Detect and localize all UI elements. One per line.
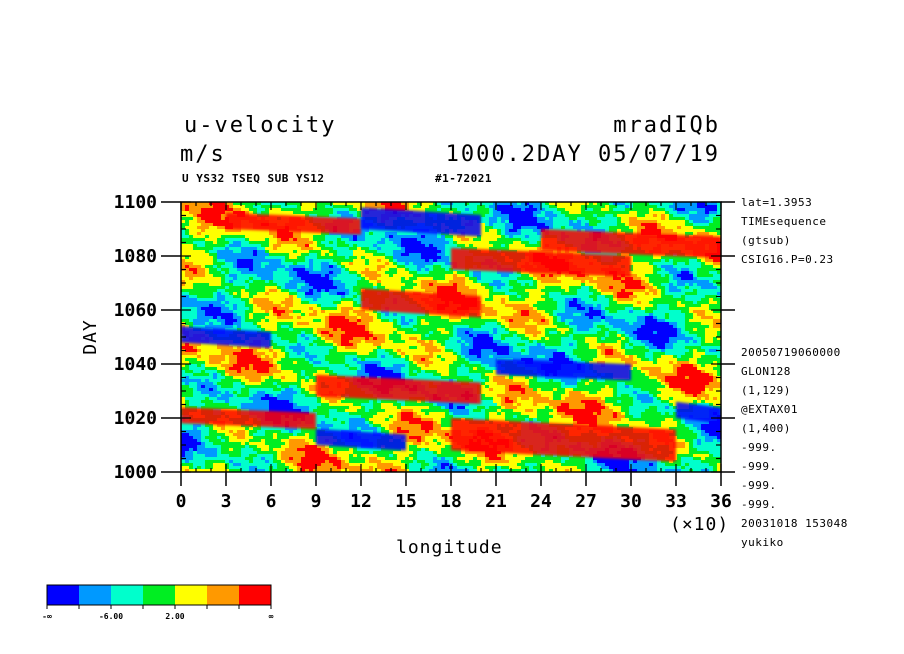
- y-axis-label: DAY: [80, 319, 101, 355]
- annotation-line: lat=1.3953: [741, 196, 812, 209]
- y-axis: 1000 1020 1040 1060 1080 1100: [114, 192, 735, 483]
- x-axis: 0 3 6 9 12 15 18 21 24 27 30 33 36: [176, 202, 732, 512]
- x-multiplier-label: (×10): [670, 514, 729, 535]
- x-tick-label: 24: [530, 491, 552, 512]
- x-axis-label: longitude: [396, 537, 503, 558]
- annotation-bottom: 20050719060000 GLON128 (1,129) @EXTAX01 (1,4…: [741, 346, 848, 549]
- x-tick-label: 27: [575, 491, 597, 512]
- feature-low-8: [496, 358, 631, 381]
- subtitle-right: #1-72021: [435, 172, 492, 185]
- colorbar-swatch: [207, 585, 239, 605]
- colorbar-label: -6.00: [99, 612, 123, 621]
- colorbar-label: -∞: [42, 612, 52, 621]
- feature-high-5: [181, 407, 316, 430]
- experiment-label: mradIQb: [613, 113, 720, 138]
- feature-high-3: [541, 229, 721, 259]
- colorbar: -∞ -6.00 2.00 ∞: [42, 584, 274, 621]
- colorbar-label: 2.00: [165, 612, 184, 621]
- annotation-line: (1,400): [741, 422, 791, 435]
- annotation-line: CSIG16.P=0.23: [741, 253, 834, 266]
- y-tick-label: 1080: [114, 246, 157, 267]
- annotation-line: GLON128: [741, 365, 791, 378]
- x-tick-label: 12: [350, 491, 372, 512]
- y-tick-label: 1020: [114, 408, 157, 429]
- feature-low-7: [361, 207, 481, 237]
- x-tick-label: 6: [266, 491, 277, 512]
- annotation-line: 20031018 153048: [741, 517, 848, 530]
- annotation-line: -999.: [741, 460, 777, 473]
- feature-low-10: [181, 326, 271, 349]
- colorbar-frame: [46, 584, 272, 606]
- x-tick-label: 0: [176, 491, 187, 512]
- y-tick-label: 1000: [114, 462, 157, 483]
- annotation-line: -999.: [741, 498, 777, 511]
- x-tick-label: 33: [665, 491, 687, 512]
- units-label: m/s: [180, 142, 226, 167]
- feature-high-4: [316, 374, 481, 404]
- x-tick-label: 21: [485, 491, 507, 512]
- annotation-line: @EXTAX01: [741, 403, 798, 416]
- colorbar-swatch: [143, 585, 175, 605]
- x-tick-label: 18: [440, 491, 462, 512]
- annotation-line: TIMEsequence: [741, 215, 826, 228]
- feature-high-6: [451, 418, 676, 462]
- time-label: 1000.2DAY 05/07/19: [446, 142, 720, 167]
- annotation-line: (gtsub): [741, 234, 791, 247]
- annotation-line: yukiko: [741, 536, 784, 549]
- annotation-line: -999.: [741, 441, 777, 454]
- heatmap-field: [181, 202, 721, 472]
- colorbar-swatch: [111, 585, 143, 605]
- colorbar-swatch: [47, 585, 79, 605]
- y-tick-label: 1060: [114, 300, 157, 321]
- x-tick-label: 30: [620, 491, 642, 512]
- colorbar-swatch: [175, 585, 207, 605]
- feature-low-9: [676, 401, 721, 424]
- feature-high-1: [361, 288, 481, 318]
- x-tick-label: 36: [710, 491, 732, 512]
- x-tick-label: 3: [221, 491, 232, 512]
- y-tick-label: 1100: [114, 192, 157, 213]
- subtitle-left: U YS32 TSEQ SUB YS12: [182, 172, 324, 185]
- colorbar-swatch: [239, 585, 271, 605]
- x-tick-label: 9: [311, 491, 322, 512]
- annotation-line: 20050719060000: [741, 346, 841, 359]
- annotation-line: (1,129): [741, 384, 791, 397]
- feature-high-2: [451, 247, 631, 278]
- annotation-line: -999.: [741, 479, 777, 492]
- annotation-top: lat=1.3953 TIMEsequence (gtsub) CSIG16.P=0.…: [741, 196, 834, 266]
- y-tick-label: 1040: [114, 354, 157, 375]
- colorbar-swatch: [79, 585, 111, 605]
- chart-title: u-velocity: [184, 113, 336, 138]
- feature-high-0: [226, 212, 361, 235]
- colorbar-label: ∞: [269, 612, 274, 621]
- feature-low-11: [316, 428, 406, 451]
- x-tick-label: 15: [395, 491, 417, 512]
